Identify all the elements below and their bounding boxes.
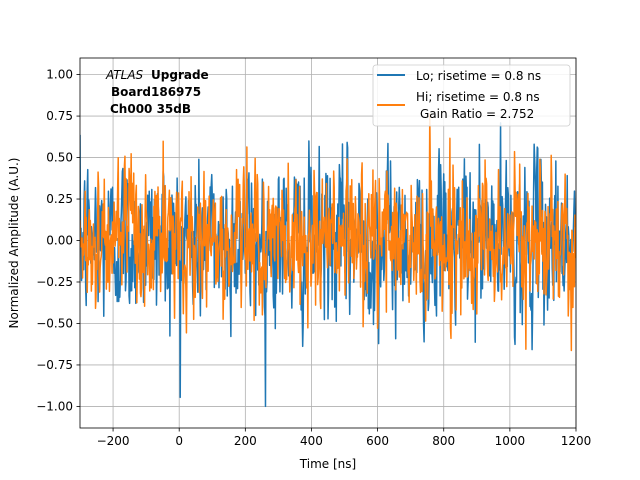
y-tick-label: −0.25 [36,275,73,289]
y-axis: −1.00 −0.75 −0.50 −0.25 0.00 0.25 0.50 0.75 1.00 [36,68,80,413]
legend-label-hi: Hi; risetime = 0.8 ns [416,90,540,104]
y-tick-label: 0.25 [46,192,73,206]
series-line-hi [80,113,576,352]
x-tick-label: 800 [432,434,455,448]
y-tick-label: −0.50 [36,316,73,330]
legend-box [372,64,571,127]
legend-label-lo: Lo; risetime = 0.8 ns [416,69,541,83]
x-tick-label: 600 [366,434,389,448]
y-axis-label: Normalized Amplitude (A.U.) [7,158,21,329]
x-tick-label: 0 [175,434,183,448]
upgrade-label: Upgrade [151,68,209,82]
y-tick-label: −0.75 [36,358,73,372]
x-axis: −200 0 200 400 600 800 1000 1200 [97,428,592,448]
x-tick-label: −200 [97,434,130,448]
y-tick-label: 1.00 [46,68,73,82]
legend: Lo; risetime = 0.8 ns Hi; risetime = 0.8… [372,64,571,127]
x-axis-label: Time [ns] [299,457,356,471]
x-tick-label: 400 [300,434,323,448]
x-tick-label: 1200 [561,434,592,448]
y-tick-label: 0.00 [46,234,73,248]
channel-label: Ch000 35dB [110,102,191,116]
x-tick-label: 200 [234,434,257,448]
y-tick-label: −1.00 [36,399,73,413]
x-tick-label: 1000 [495,434,526,448]
y-tick-label: 0.50 [46,151,73,165]
svg-text:ATLAS Upgrade: ATLAS Upgrade [105,68,209,82]
legend-label-hi-gain: Gain Ratio = 2.752 [420,107,534,121]
board-label: Board186975 [111,85,201,99]
plot-frame [79,57,577,429]
atlas-label: ATLAS [105,68,144,82]
y-tick-label: 0.75 [46,109,73,123]
atlas-annotation: ATLAS Upgrade Board186975 Ch000 35dB [105,68,209,116]
